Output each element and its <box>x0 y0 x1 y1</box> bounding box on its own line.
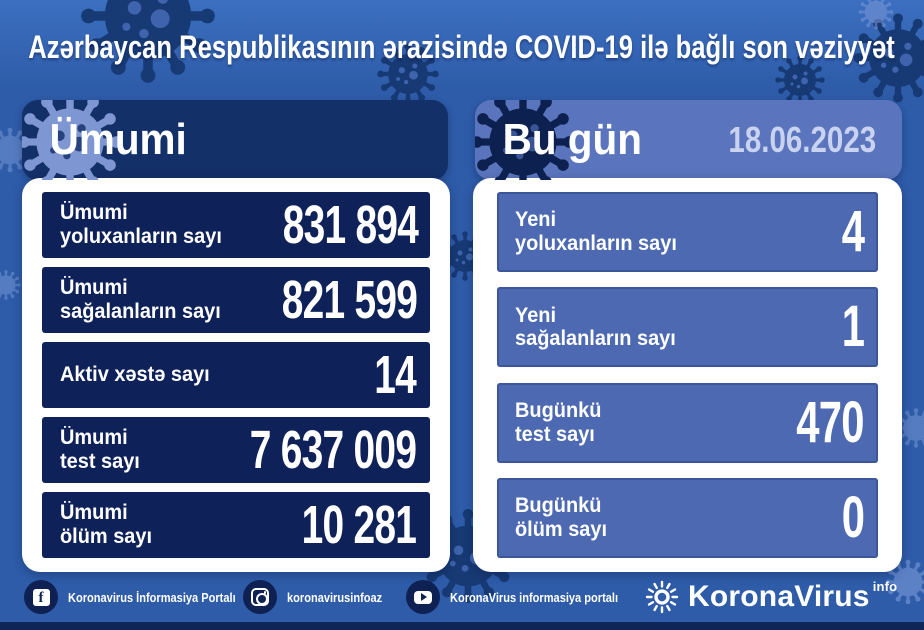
koronavirus-info-logo: KoronaVirus info <box>644 572 897 622</box>
bottom-strip <box>0 622 924 630</box>
stat-label: Aktiv xəstə sayı <box>60 363 210 387</box>
stat-value: 821 599 <box>281 270 418 330</box>
stat-label: Yeni yoluxanların sayı <box>515 208 677 255</box>
total-section-title: Ümumi <box>49 115 187 164</box>
youtube-icon <box>406 580 440 614</box>
instagram-label: koronavirusinfoaz <box>287 589 383 605</box>
stat-value: 10 281 <box>301 495 416 555</box>
stat-row-active-cases: Aktiv xəstə sayı 14 <box>42 342 430 408</box>
facebook-label: Koronavirus İnformasiya Portalı <box>68 589 236 605</box>
today-section-title: Bu gün <box>502 115 642 164</box>
stat-label: Ümumi test sayı <box>60 426 140 473</box>
stat-label: Bugünkü ölüm sayı <box>515 494 608 541</box>
stat-row-today-deaths: Bugünkü ölüm sayı 0 <box>497 477 878 558</box>
stat-row-total-tests: Ümumi test sayı 7 637 009 <box>42 417 430 483</box>
youtube-label: KoronaVirus informasiya portalı <box>450 589 619 605</box>
stat-row-total-infected: Ümumi yoluxanların sayı 831 894 <box>42 192 430 258</box>
youtube-link[interactable]: KoronaVirus informasiya portalı <box>406 572 648 622</box>
total-stats-panel: Ümumi yoluxanların sayı 831 894 Ümumi sa… <box>22 178 450 572</box>
stat-row-total-deaths: Ümumi ölüm sayı 10 281 <box>42 492 430 558</box>
stat-label: Yeni sağalanların sayı <box>515 303 676 351</box>
stat-row-new-infected: Yeni yoluxanların sayı 4 <box>497 192 878 272</box>
stat-value: 0 <box>841 484 864 550</box>
stat-row-new-recovered: Yeni sağalanların sayı 1 <box>497 287 878 368</box>
stat-value: 470 <box>796 389 864 455</box>
sun-virus-icon <box>645 580 679 614</box>
instagram-link[interactable]: koronavirusinfoaz <box>243 572 399 622</box>
brand-suffix: info <box>872 579 898 594</box>
stat-value: 7 637 009 <box>249 420 417 480</box>
today-stats-panel: Yeni yoluxanların sayı 4 Yeni sağalanlar… <box>473 178 902 572</box>
stat-value: 14 <box>374 345 417 405</box>
stat-value: 831 894 <box>283 195 419 255</box>
facebook-link[interactable]: Koronavirus İnformasiya Portalı <box>24 572 265 622</box>
stat-row-total-recovered: Ümumi sağalanların sayı 821 599 <box>42 267 430 333</box>
instagram-icon <box>243 580 277 614</box>
stat-row-today-tests: Bugünkü test sayı 470 <box>497 382 878 463</box>
page-title: Azərbaycan Respublikasının ərazisində CO… <box>28 28 896 65</box>
report-date: 18.06.2023 <box>728 119 876 160</box>
stat-label: Ümumi sağalanların sayı <box>60 276 221 323</box>
facebook-icon <box>24 580 58 614</box>
stat-label: Ümumi yoluxanların sayı <box>60 201 222 248</box>
stat-label: Ümumi ölüm sayı <box>60 501 153 548</box>
stat-value: 4 <box>841 199 864 264</box>
stat-value: 1 <box>841 294 864 360</box>
brand-name: KoronaVirus info <box>688 579 898 613</box>
total-section-header: Ümumi <box>22 100 448 180</box>
today-section-header: Bu gün 18.06.2023 <box>475 100 902 180</box>
footer: Koronavirus İnformasiya Portalı koronavi… <box>0 572 924 622</box>
stat-label: Bugünkü test sayı <box>515 399 602 446</box>
